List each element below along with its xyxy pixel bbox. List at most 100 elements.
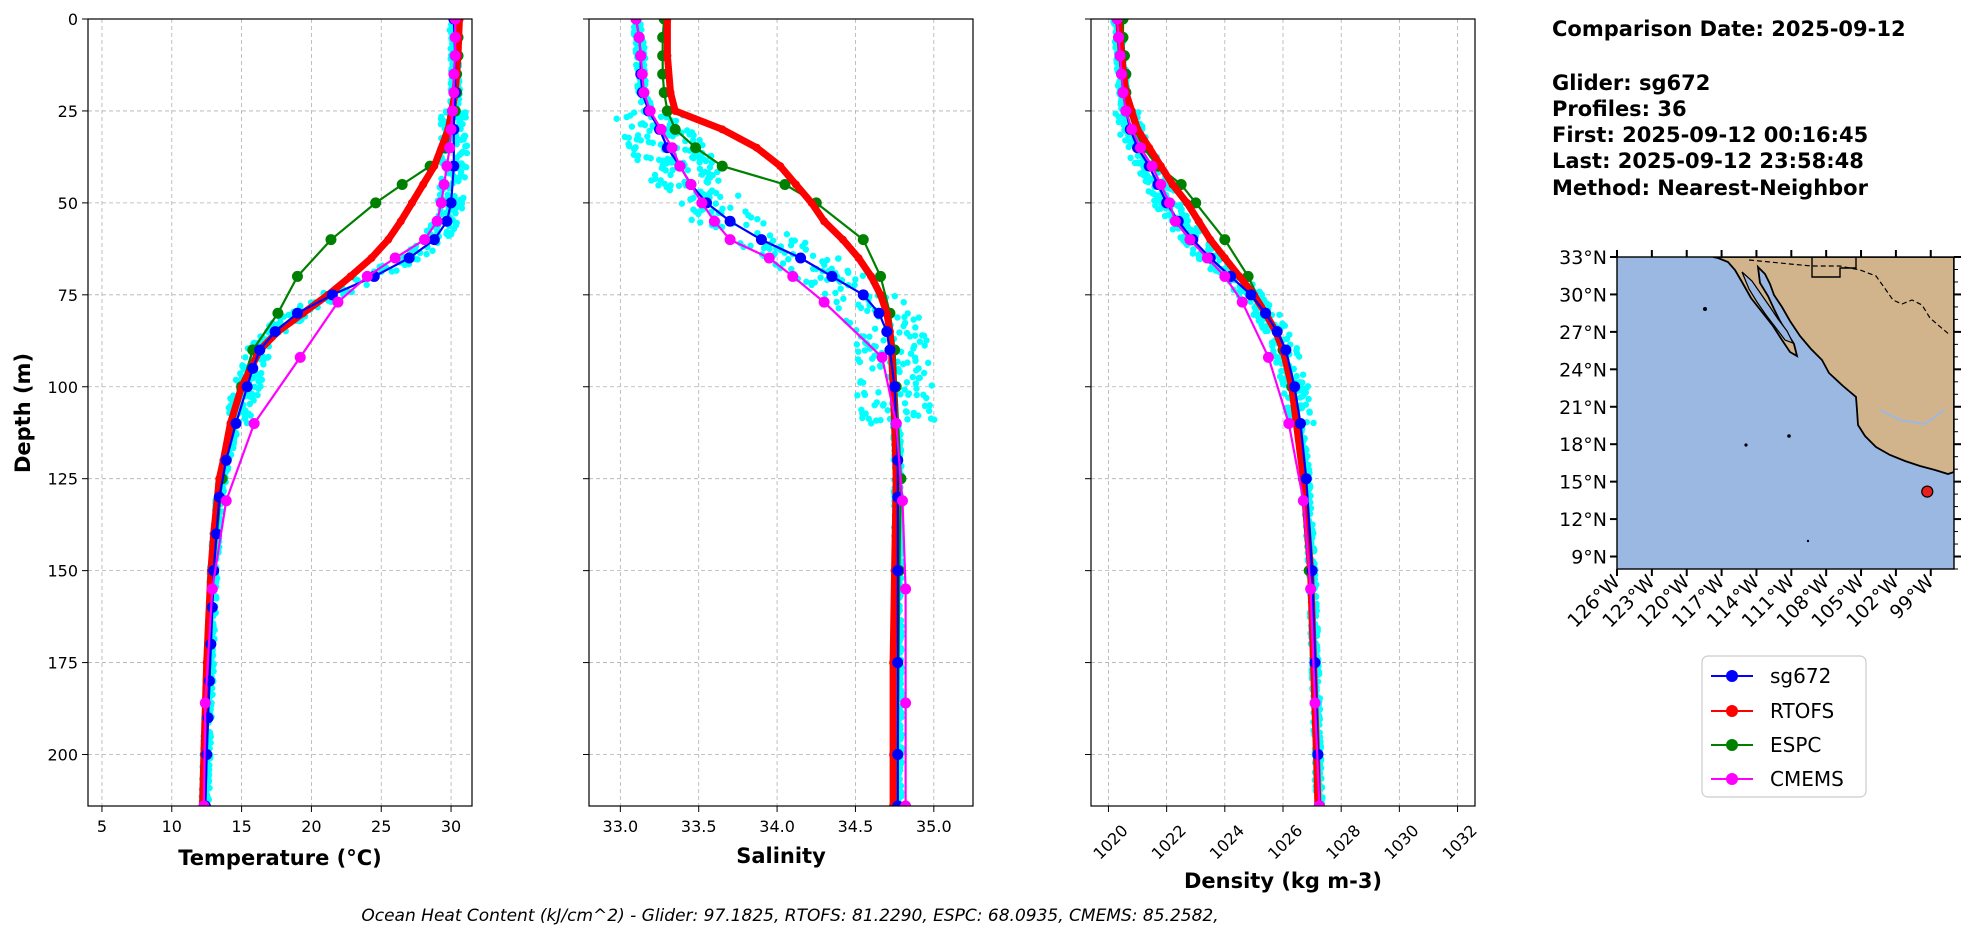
glider-profile-point bbox=[1296, 394, 1304, 401]
x-tick-label: 1030 bbox=[1380, 821, 1422, 863]
glider-profile-point bbox=[907, 350, 915, 357]
glider-profile-point bbox=[646, 127, 653, 134]
glider-profile-point bbox=[647, 154, 654, 162]
point-cmems bbox=[630, 19, 642, 25]
glider-profile-point bbox=[875, 389, 882, 396]
density-panel: 1020 1022 1024 1026 1028 1030 1032 Density (kg… bbox=[1085, 18, 1481, 893]
glider-profile-point bbox=[871, 325, 879, 332]
x-tick-label: 1022 bbox=[1148, 821, 1190, 863]
x-tick-label: 1020 bbox=[1089, 821, 1131, 863]
glider-profile-point bbox=[672, 117, 680, 125]
point-sg672 bbox=[291, 307, 303, 319]
glider-profile-point bbox=[821, 290, 829, 298]
glider-profile-point bbox=[452, 221, 460, 229]
glider-profile-point bbox=[639, 120, 646, 127]
glider-profile-point bbox=[1135, 159, 1142, 166]
point-espc bbox=[272, 307, 284, 319]
legend-box bbox=[1701, 655, 1867, 798]
glider-profile-point bbox=[876, 362, 884, 369]
point-cmems bbox=[445, 123, 457, 135]
glider-profile-point bbox=[821, 261, 828, 269]
glider-profile-point bbox=[1265, 301, 1273, 309]
legend-label-cmems: CMEMS bbox=[1770, 767, 1844, 791]
legend-item-sg672: sg672 bbox=[1711, 664, 1831, 688]
glider-profile-point bbox=[867, 420, 875, 427]
point-cmems bbox=[666, 142, 678, 154]
y-tick-label: 25 bbox=[58, 102, 78, 121]
glider-profile-point bbox=[897, 391, 904, 398]
point-rtofs bbox=[752, 143, 761, 152]
glider-profile-point bbox=[248, 392, 256, 400]
point-rtofs bbox=[807, 198, 816, 207]
glider-profile-point bbox=[649, 139, 657, 147]
glider-profile-point bbox=[354, 276, 361, 284]
glider-profile-point bbox=[912, 380, 920, 387]
series-line-cmems bbox=[1116, 19, 1321, 806]
x-tick-label: 15 bbox=[231, 817, 251, 836]
glider-profile-point bbox=[903, 408, 911, 416]
point-cmems bbox=[1126, 123, 1138, 135]
legend-item-rtofs: RTOFS bbox=[1711, 699, 1834, 723]
glider-profile-point bbox=[1309, 521, 1316, 528]
glider-profile-point bbox=[1165, 211, 1172, 219]
glider-profile-point bbox=[456, 151, 463, 159]
glider-profile-point bbox=[1178, 210, 1186, 218]
point-cmems bbox=[818, 296, 830, 308]
glider-profile-point bbox=[802, 239, 809, 246]
point-sg672 bbox=[1309, 657, 1321, 669]
glider-profile-point bbox=[1306, 484, 1314, 492]
glider-profile-point bbox=[1293, 347, 1300, 354]
point-cmems bbox=[446, 105, 458, 117]
y-tick-label: 50 bbox=[58, 194, 78, 213]
glider-profile-point bbox=[257, 369, 265, 377]
point-sg672 bbox=[220, 454, 232, 466]
glider-profile-point bbox=[696, 155, 703, 162]
temperature-axes-frame bbox=[87, 18, 473, 807]
point-cmems bbox=[1283, 418, 1295, 430]
glider-profile-point bbox=[1258, 319, 1265, 326]
y-tick-label: 175 bbox=[47, 654, 78, 673]
glider-profile-point bbox=[916, 338, 924, 345]
glider-profile-point bbox=[859, 379, 867, 386]
point-cmems bbox=[419, 234, 431, 246]
point-espc bbox=[857, 234, 869, 246]
glider-profile-point bbox=[727, 204, 734, 211]
island-4 bbox=[1806, 539, 1810, 543]
glider-profile-point bbox=[760, 220, 767, 227]
point-sg672 bbox=[889, 381, 901, 393]
point-cmems bbox=[199, 697, 211, 709]
glider-profile-point bbox=[689, 137, 697, 144]
point-sg672 bbox=[428, 234, 440, 246]
point-rtofs bbox=[663, 51, 672, 60]
point-rtofs bbox=[820, 217, 829, 226]
glider-profile-point bbox=[706, 189, 714, 197]
island-2 bbox=[1744, 443, 1748, 447]
glider-profile-point bbox=[1276, 373, 1284, 380]
glider-profile-point bbox=[787, 241, 795, 249]
glider-profile-point bbox=[903, 379, 911, 386]
glider-profile-point bbox=[910, 409, 917, 417]
point-rtofs bbox=[892, 474, 901, 483]
point-cmems bbox=[206, 583, 218, 595]
point-rtofs bbox=[854, 254, 863, 263]
salinity-axes-frame bbox=[588, 18, 974, 807]
glider-profile-point bbox=[1302, 389, 1309, 396]
point-rtofs bbox=[666, 88, 675, 97]
glider-profile-point bbox=[743, 221, 750, 229]
temperature-ticks: 5 10 15 20 25 30 0 25 50 75 100 125 150 175 200 bbox=[47, 10, 461, 836]
glider-profile-point bbox=[461, 132, 469, 140]
glider-profile-point bbox=[717, 193, 724, 201]
legend-label-rtofs: RTOFS bbox=[1770, 699, 1834, 723]
point-sg672 bbox=[230, 418, 242, 430]
glider-profile-point bbox=[1283, 335, 1291, 343]
point-sg672 bbox=[1260, 307, 1272, 319]
point-rtofs bbox=[671, 106, 680, 115]
glider-profile-point bbox=[785, 256, 792, 263]
glider-profile-point bbox=[634, 152, 642, 159]
point-cmems bbox=[449, 31, 461, 43]
glider-profile-point bbox=[853, 341, 860, 348]
glider-profile-point bbox=[891, 292, 898, 300]
point-cmems bbox=[896, 495, 908, 507]
glider-profile-point bbox=[250, 374, 257, 382]
point-sg672 bbox=[1289, 381, 1301, 393]
